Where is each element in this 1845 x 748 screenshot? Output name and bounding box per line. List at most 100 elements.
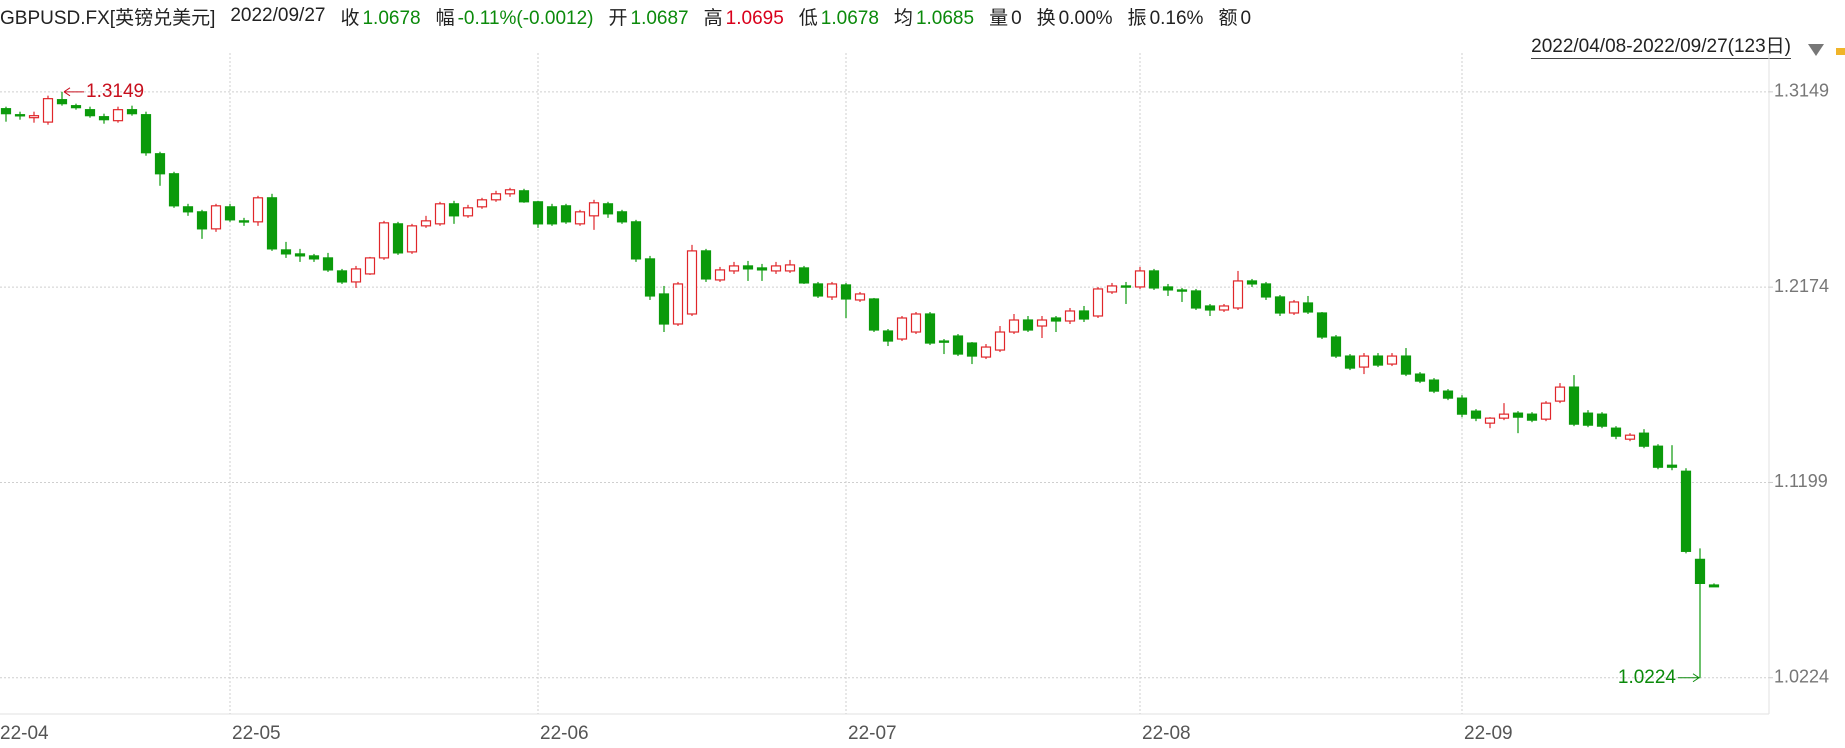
quote-item: 均 1.0685 [894, 3, 974, 30]
candle-body [1638, 432, 1650, 447]
quote-item: 低 1.0678 [799, 3, 879, 30]
x-tick-label: 22-04 [0, 723, 49, 744]
quote-value: 1.0685 [915, 7, 975, 29]
candle-body [1414, 373, 1426, 382]
date: 2022/09/27 [230, 5, 326, 26]
candle-body [1148, 270, 1160, 289]
x-tick-label: 22-08 [1142, 723, 1191, 744]
date-range[interactable]: 2022/04/08-2022/09/27(123日) [1531, 36, 1791, 57]
candle-body [84, 109, 96, 117]
candle-body [1344, 355, 1356, 369]
quote-value: 0 [1011, 7, 1022, 29]
candle-body [742, 265, 754, 270]
y-tick-label: 1.1199 [1774, 471, 1828, 491]
candle-body [252, 197, 264, 223]
candle-body [322, 257, 334, 271]
candle-body [588, 202, 600, 217]
candle-body [294, 253, 306, 257]
candle-body [1274, 296, 1286, 314]
quote-label: 振 [1127, 7, 1147, 29]
candle-body [1092, 288, 1104, 317]
candle-body [1582, 412, 1594, 426]
candle-body [392, 223, 404, 254]
candle-body [1302, 302, 1314, 313]
candle-body [1680, 470, 1692, 552]
candle-body [784, 264, 796, 272]
candle-body [1288, 301, 1300, 314]
candle-body [1624, 434, 1636, 440]
candle-body [700, 250, 712, 280]
candle-body [882, 330, 894, 342]
quote-item: 换 0.00% [1037, 3, 1113, 30]
candle-body [1568, 386, 1580, 425]
candle-body [574, 211, 586, 225]
candle-body [994, 331, 1006, 351]
candle-body [1484, 417, 1496, 424]
x-tick-label: 22-06 [540, 723, 589, 744]
candle-body [406, 225, 418, 253]
quote-item: 开 1.0687 [609, 3, 689, 30]
candle-body [448, 203, 460, 217]
candle-body [812, 283, 824, 297]
candle-body [154, 153, 166, 175]
candle-body [1260, 283, 1272, 298]
candle-body [1372, 355, 1384, 366]
candle-body [1036, 319, 1048, 327]
dropdown-arrow[interactable] [1808, 44, 1824, 56]
quote-label: 低 [798, 7, 818, 29]
candle-body [1540, 402, 1552, 420]
candle-body [350, 268, 362, 283]
candle-body [210, 205, 222, 230]
candle-body [28, 115, 40, 119]
candle-body [1218, 305, 1230, 311]
candle-body [378, 222, 390, 259]
quote-value: 0.00% [1058, 7, 1113, 29]
candle-body [168, 173, 180, 207]
min-pointer [1678, 673, 1701, 683]
quote-value: 0 [1240, 7, 1252, 29]
candle-body [420, 220, 432, 227]
quote-label: 收 [340, 7, 360, 29]
candle-body [854, 293, 866, 301]
quote-label: 高 [703, 7, 723, 29]
candle-body [714, 269, 726, 281]
candle-body [1596, 413, 1608, 427]
candle-body [658, 293, 670, 325]
candle-body [1456, 397, 1468, 415]
symbol: GBPUSD.FX[英镑兑美元] [0, 7, 216, 29]
candle-body [546, 206, 558, 225]
candle-body [672, 283, 684, 325]
candle-body [924, 313, 936, 344]
date-range-selector[interactable]: 2022/04/08-2022/09/27(123日) [1531, 36, 1791, 59]
candle-body [1610, 427, 1622, 437]
candle-body [826, 283, 838, 298]
candle-body [1470, 410, 1482, 419]
candle-body [1708, 584, 1720, 588]
candle-body [14, 114, 26, 117]
candle-body [644, 258, 656, 297]
quote-item: 振 0.16% [1128, 3, 1204, 30]
candle-body [504, 189, 516, 195]
candle-body [490, 193, 502, 201]
candle-body [1050, 317, 1062, 322]
candle-body [798, 267, 810, 284]
candle-body [1078, 310, 1090, 320]
quote-label: 开 [608, 7, 628, 29]
candle-body [1106, 285, 1118, 293]
candle-body [686, 250, 698, 315]
x-tick-label: 22-09 [1464, 723, 1513, 744]
candle-body [140, 114, 152, 154]
candle-body [42, 98, 54, 123]
candle-body [1666, 464, 1678, 468]
candle-body [770, 265, 782, 272]
quote-label: 额 [1218, 7, 1238, 29]
candle-body [1134, 270, 1146, 288]
quote-value: 1.0678 [820, 7, 879, 29]
candle-body [266, 197, 278, 250]
candle-body [434, 203, 446, 225]
candle-body [1330, 336, 1342, 357]
max-pointer [63, 87, 84, 97]
